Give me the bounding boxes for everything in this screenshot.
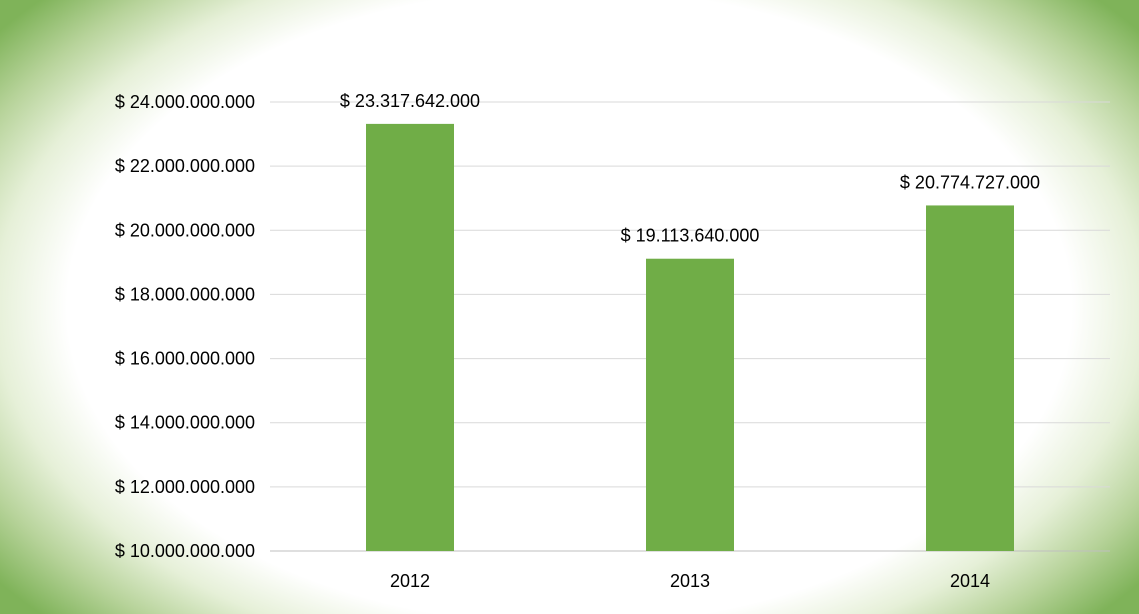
- y-tick-label: $ 18.000.000.000: [115, 284, 255, 304]
- bar-2013: [646, 258, 734, 551]
- x-tick-label: 2012: [390, 571, 430, 591]
- x-tick-label: 2013: [670, 571, 710, 591]
- y-tick-label: $ 20.000.000.000: [115, 220, 255, 240]
- data-label: $ 23.317.642.000: [340, 91, 480, 111]
- x-tick-label: 2014: [950, 571, 990, 591]
- y-tick-label: $ 22.000.000.000: [115, 156, 255, 176]
- y-tick-label: $ 16.000.000.000: [115, 349, 255, 369]
- y-tick-label: $ 12.000.000.000: [115, 477, 255, 497]
- data-label: $ 20.774.727.000: [900, 172, 1040, 192]
- bar-2012: [366, 123, 454, 552]
- bar-2014: [926, 205, 1014, 551]
- y-tick-label: $ 10.000.000.000: [115, 541, 255, 561]
- data-label: $ 19.113.640.000: [621, 226, 760, 246]
- y-tick-label: $ 14.000.000.000: [115, 413, 255, 433]
- y-tick-label: $ 24.000.000.000: [115, 92, 255, 112]
